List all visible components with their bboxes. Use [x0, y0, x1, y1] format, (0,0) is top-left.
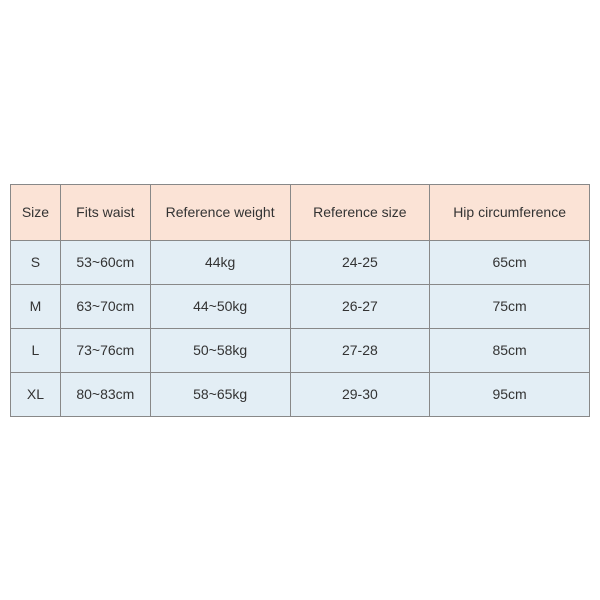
cell-refsize: 24-25 — [290, 240, 430, 284]
cell-refsize: 26-27 — [290, 284, 430, 328]
table-header-row: Size Fits waist Reference weight Referen… — [11, 184, 590, 240]
cell-size: L — [11, 328, 61, 372]
header-reference-weight: Reference weight — [150, 184, 290, 240]
table-row: S 53~60cm 44kg 24-25 65cm — [11, 240, 590, 284]
cell-hip: 65cm — [430, 240, 590, 284]
cell-weight: 50~58kg — [150, 328, 290, 372]
size-chart-table: Size Fits waist Reference weight Referen… — [10, 184, 590, 417]
cell-refsize: 29-30 — [290, 372, 430, 416]
header-fits-waist: Fits waist — [60, 184, 150, 240]
cell-weight: 44kg — [150, 240, 290, 284]
cell-size: XL — [11, 372, 61, 416]
cell-waist: 53~60cm — [60, 240, 150, 284]
cell-waist: 63~70cm — [60, 284, 150, 328]
cell-hip: 75cm — [430, 284, 590, 328]
cell-waist: 73~76cm — [60, 328, 150, 372]
table-row: XL 80~83cm 58~65kg 29-30 95cm — [11, 372, 590, 416]
header-hip-circumference: Hip circumference — [430, 184, 590, 240]
cell-hip: 85cm — [430, 328, 590, 372]
cell-weight: 58~65kg — [150, 372, 290, 416]
table-row: L 73~76cm 50~58kg 27-28 85cm — [11, 328, 590, 372]
cell-waist: 80~83cm — [60, 372, 150, 416]
cell-size: M — [11, 284, 61, 328]
cell-hip: 95cm — [430, 372, 590, 416]
cell-size: S — [11, 240, 61, 284]
header-reference-size: Reference size — [290, 184, 430, 240]
cell-refsize: 27-28 — [290, 328, 430, 372]
cell-weight: 44~50kg — [150, 284, 290, 328]
size-chart-container: Size Fits waist Reference weight Referen… — [10, 184, 590, 417]
header-size: Size — [11, 184, 61, 240]
table-row: M 63~70cm 44~50kg 26-27 75cm — [11, 284, 590, 328]
